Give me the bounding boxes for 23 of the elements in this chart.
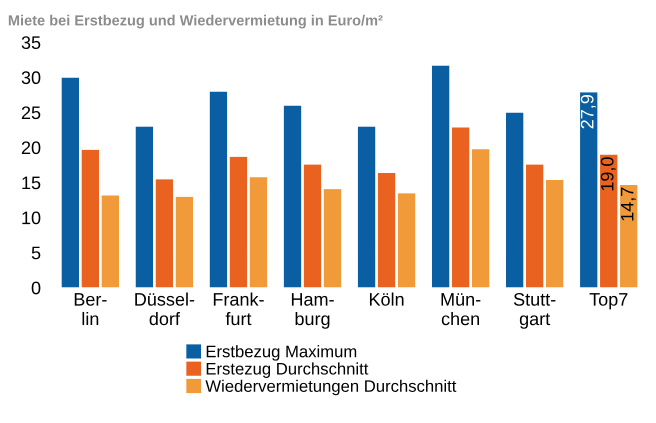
x-tick-label: Stutt- gart bbox=[514, 292, 556, 329]
data-label: 19,0 bbox=[600, 157, 616, 190]
x-tick-label: Köln bbox=[370, 292, 404, 306]
x-tick-label: Frank- furt bbox=[214, 292, 264, 326]
y-tick-label: 35 bbox=[22, 36, 40, 50]
legend-label: Wiedervermietungen Durchschnitt bbox=[205, 380, 456, 396]
y-tick-label: 15 bbox=[22, 176, 40, 190]
y-tick-label: 0 bbox=[32, 282, 40, 294]
y-tick-label: 25 bbox=[22, 106, 40, 120]
y-tick-label: 30 bbox=[22, 71, 40, 84]
legend-label: Erstezug Durchschnitt bbox=[206, 362, 368, 378]
x-tick-label: Düssel- dorf bbox=[135, 292, 194, 326]
data-label: 27,9 bbox=[580, 95, 596, 128]
x-tick-label: Top7 bbox=[590, 293, 628, 310]
x-tick-label: Ham- burg bbox=[292, 293, 334, 329]
chart-title: Miete bei Erstbezug und Wiedervermietung in Euro/m² bbox=[8, 14, 383, 28]
x-tick-label: Ber- lin bbox=[74, 293, 107, 326]
x-tick-label: Mün- chen bbox=[442, 293, 480, 326]
legend-label: Erstbezug Maximum bbox=[206, 345, 356, 361]
y-tick-label: 20 bbox=[22, 141, 40, 154]
data-label: 14,7 bbox=[620, 188, 636, 220]
y-tick-label: 10 bbox=[22, 211, 40, 224]
y-tick-label: 5 bbox=[32, 246, 40, 260]
